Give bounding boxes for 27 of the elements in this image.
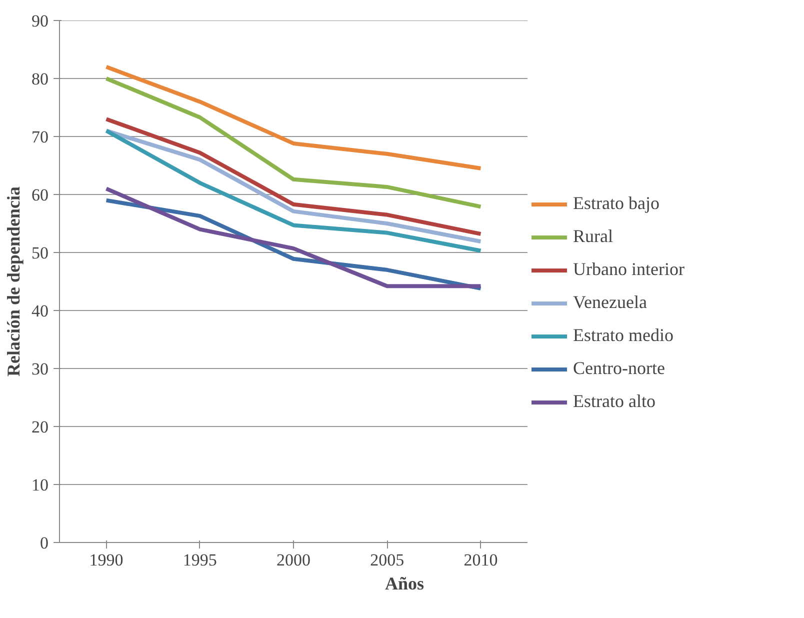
y-tick-label: 50 bbox=[32, 244, 48, 262]
y-tick-label: 80 bbox=[32, 70, 48, 88]
y-tick-label: 40 bbox=[32, 302, 48, 320]
y-tick-label: 30 bbox=[32, 360, 48, 378]
x-tick-label: 2005 bbox=[370, 550, 404, 570]
line-series bbox=[104, 76, 483, 209]
y-axis-title: Relación de dependencia bbox=[4, 186, 24, 376]
legend-label: Urbano interior bbox=[573, 259, 684, 280]
legend-label: Estrato alto bbox=[573, 391, 656, 412]
y-tick-label: 10 bbox=[32, 476, 48, 494]
y-tick-label: 60 bbox=[32, 186, 48, 204]
x-tick-label: 2010 bbox=[464, 550, 498, 570]
x-tick-label: 1990 bbox=[89, 550, 124, 570]
legend-label: Estrato bajo bbox=[573, 193, 660, 214]
legend-label: Estrato medio bbox=[573, 325, 674, 346]
x-tick-label: 2000 bbox=[276, 550, 310, 570]
y-tick-label: 90 bbox=[32, 12, 48, 30]
y-tick-label: 0 bbox=[40, 534, 48, 552]
y-tick-label: 20 bbox=[32, 418, 48, 436]
line-series bbox=[104, 64, 483, 170]
legend-label: Centro-norte bbox=[573, 358, 665, 379]
y-tick-label: 70 bbox=[32, 128, 48, 146]
x-axis-title: Años bbox=[384, 574, 424, 594]
line-series bbox=[104, 117, 483, 236]
legend-label: Rural bbox=[573, 226, 613, 247]
x-tick-label: 1995 bbox=[182, 550, 217, 570]
legend-label: Venezuela bbox=[573, 292, 647, 313]
